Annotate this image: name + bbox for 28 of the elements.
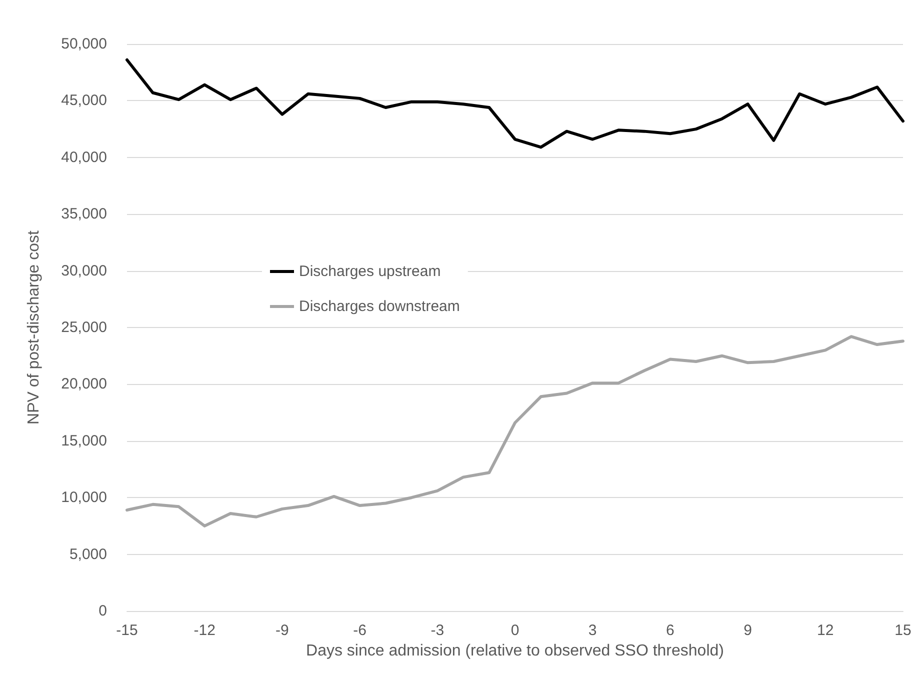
x-tick-label: 0 (510, 622, 520, 639)
x-tick-label: -12 (194, 622, 216, 639)
line-series (126, 335, 904, 528)
y-tick-label: 40,000 (61, 148, 107, 166)
y-axis-title: NPV of post-discharge cost (26, 230, 42, 424)
y-tick-label: 30,000 (61, 262, 107, 280)
x-tick-label: -15 (116, 622, 138, 639)
x-tick-label: -6 (353, 622, 366, 639)
line-series (126, 58, 904, 149)
y-tick-label: 15,000 (61, 432, 107, 450)
y-tick-label: 20,000 (61, 376, 107, 393)
x-axis-title: Days since admission (relative to observed SSO threshold) (306, 642, 724, 660)
x-tick-label: -3 (430, 622, 444, 639)
x-tick-label: 3 (588, 622, 597, 639)
x-tick-label: 6 (666, 622, 674, 639)
x-tick-label: -9 (276, 622, 289, 639)
x-tick-label: 12 (817, 622, 834, 639)
y-tick-label: 25,000 (61, 319, 107, 336)
x-tick-label: 9 (744, 622, 752, 639)
legend-label: Discharges upstream (299, 263, 441, 280)
y-tick-label: 0 (98, 602, 107, 620)
legend-label: Discharges downstream (299, 298, 460, 315)
y-tick-label: 10,000 (61, 489, 107, 506)
y-tick-label: 45,000 (61, 92, 107, 110)
y-tick-label: 50,000 (61, 36, 107, 52)
y-tick-label: 5,000 (69, 546, 107, 563)
x-tick-label: 15 (894, 622, 912, 639)
y-tick-label: 35,000 (61, 206, 107, 223)
